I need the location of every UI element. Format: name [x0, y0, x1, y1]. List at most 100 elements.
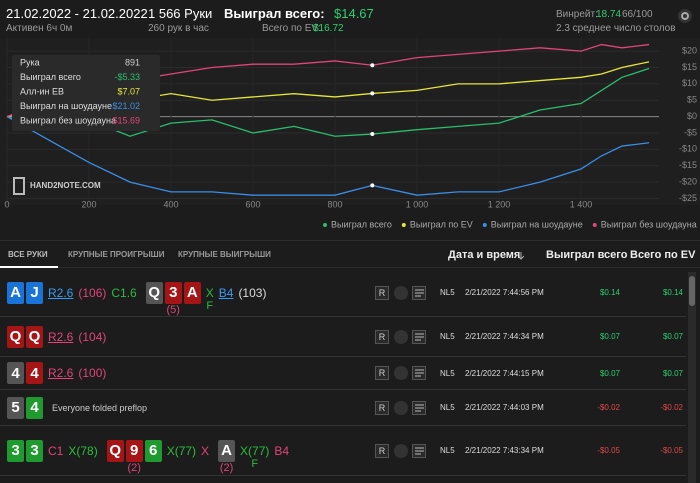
column-header[interactable]: Выиграл всего: [546, 249, 628, 261]
active-time: Активен 6ч 0м: [6, 23, 73, 34]
action: (103): [238, 285, 267, 300]
card-group: Q 9 6 (2): [106, 439, 162, 474]
card: 5: [7, 396, 24, 419]
action: R2.6: [48, 285, 74, 300]
play-button[interactable]: [394, 400, 408, 415]
card: 6: [144, 439, 162, 462]
legend-label: Выиграл по EV: [410, 219, 473, 229]
winrate-label: Винрейт:: [556, 9, 598, 20]
hand-actions: A J R2.6 (106) C1.6 Q 3 A (5) X F B4 (103): [7, 281, 267, 316]
action: C1.6: [111, 285, 137, 300]
card: 4: [7, 362, 24, 384]
hand-actions: 5 4 Everyone folded preflop: [7, 396, 148, 419]
cell-stake: NL5: [440, 332, 455, 341]
hover-dot: [370, 183, 375, 188]
ev-label: Всего по EV:: [262, 23, 321, 34]
tab[interactable]: ВСЕ РУКИ: [8, 250, 48, 259]
scroll-thumb[interactable]: [689, 276, 695, 306]
action: B4: [274, 443, 290, 458]
won-label: Выиграл всего:: [224, 6, 325, 21]
replay-button[interactable]: R: [375, 285, 389, 300]
hands-count: 1 566 Руки: [148, 6, 213, 21]
play-button[interactable]: [394, 366, 408, 380]
cell-stake: NL5: [440, 403, 455, 412]
won-value: $14.67: [334, 6, 374, 21]
tooltip-value: -$21.02: [109, 101, 140, 111]
hover-dot: [370, 132, 375, 137]
card: Q: [106, 439, 124, 462]
play-button[interactable]: [394, 443, 408, 458]
action-below: F: [251, 457, 259, 470]
replay-button[interactable]: R: [375, 400, 389, 415]
action: B4: [218, 285, 234, 300]
cell-ev: $0.07: [662, 368, 683, 378]
action-below: (5): [166, 303, 180, 316]
tab[interactable]: КРУПНЫЕ ПРОИГРЫШИ: [68, 250, 165, 259]
hand-row[interactable]: Q Q R2.6 (104) R NL5 2/21/2022 7:44:34 PM $0.07…: [0, 317, 686, 357]
y-tick-label: $15: [682, 62, 697, 72]
hand-row[interactable]: 4 4 R2.6 (100) R NL5 2/21/2022 7:44:15 PM $0.07…: [0, 357, 686, 390]
y-tick-label: $5: [687, 95, 697, 105]
cell-date: 2/21/2022 7:44:34 PM: [465, 332, 544, 341]
column-header[interactable]: Всего по EV: [630, 249, 696, 261]
column-header[interactable]: Дата и время: [448, 249, 521, 261]
action-below: (2): [219, 461, 234, 474]
hands-rate: 260 рук в час: [148, 23, 209, 34]
hands-table: A J R2.6 (106) C1.6 Q 3 A (5) X F B4 (103) R NL5 2/21/2…: [0, 269, 686, 476]
logo-icon: [13, 177, 25, 195]
cell-won: $0.07: [599, 332, 620, 341]
replay-button[interactable]: R: [375, 366, 389, 380]
card: A: [218, 439, 236, 462]
legend-dot: [323, 223, 327, 227]
y-tick-label: -$5: [684, 127, 697, 137]
card-group: Q 3 A (5): [145, 281, 201, 316]
card: 4: [26, 396, 43, 419]
play-button[interactable]: [394, 329, 408, 344]
tab-underline: [0, 266, 58, 268]
action-below: F: [206, 299, 214, 312]
tooltip-value: 891: [125, 57, 140, 67]
action: (106): [78, 285, 107, 300]
play-button[interactable]: [394, 285, 408, 300]
details-button[interactable]: [412, 400, 426, 415]
replay-button[interactable]: R: [375, 443, 389, 458]
card: Q: [26, 325, 43, 348]
x-tick-label: 600: [245, 199, 260, 209]
hover-dot: [370, 63, 375, 68]
details-button[interactable]: [412, 329, 426, 344]
legend-dot: [592, 223, 597, 227]
card-group: A (2): [218, 439, 236, 474]
x-tick-label: 200: [81, 199, 96, 209]
card: A: [7, 281, 24, 304]
action: (100): [78, 366, 107, 380]
details-button[interactable]: [412, 285, 426, 300]
cell-date: 2/21/2022 7:44:56 PM: [465, 288, 544, 297]
hand-row[interactable]: 5 4 Everyone folded preflop R NL5 2/21/2022 7…: [0, 390, 686, 426]
tabs: ВСЕ РУКИ КРУПНЫЕ ПРОИГРЫШИ КРУПНЫЕ ВЫИГРЫШ…: [0, 240, 700, 268]
tab[interactable]: КРУПНЫЕ ВЫИГРЫШИ: [178, 250, 271, 259]
legend-dot: [482, 223, 487, 227]
series-line: [6, 67, 650, 137]
hand-row[interactable]: A J R2.6 (106) C1.6 Q 3 A (5) X F B4 (103) R NL5 2/21/2…: [0, 269, 686, 317]
tooltip-value: $15.69: [112, 115, 140, 125]
cell-date: 2/21/2022 7:43:34 PM: [465, 446, 544, 455]
y-tick-label: $20: [682, 45, 697, 55]
tooltip-label: Рука: [20, 57, 40, 67]
replay-button[interactable]: R: [375, 329, 389, 344]
cell-won: $0.07: [599, 368, 620, 378]
scrollbar: [688, 272, 696, 483]
details-button[interactable]: [412, 443, 426, 458]
y-tick-label: -$25: [679, 193, 697, 203]
action: (104): [78, 329, 107, 344]
card: 3: [26, 439, 43, 462]
action: Everyone folded preflop: [52, 402, 148, 413]
hand-row[interactable]: 3 3 C1 X(78) Q 9 6 (2) X(77) X A (2) X(77) F B4 R NL5 2/2…: [0, 426, 686, 476]
settings-button[interactable]: [676, 7, 694, 25]
action: X(78): [68, 443, 98, 458]
details-button[interactable]: [412, 366, 426, 380]
